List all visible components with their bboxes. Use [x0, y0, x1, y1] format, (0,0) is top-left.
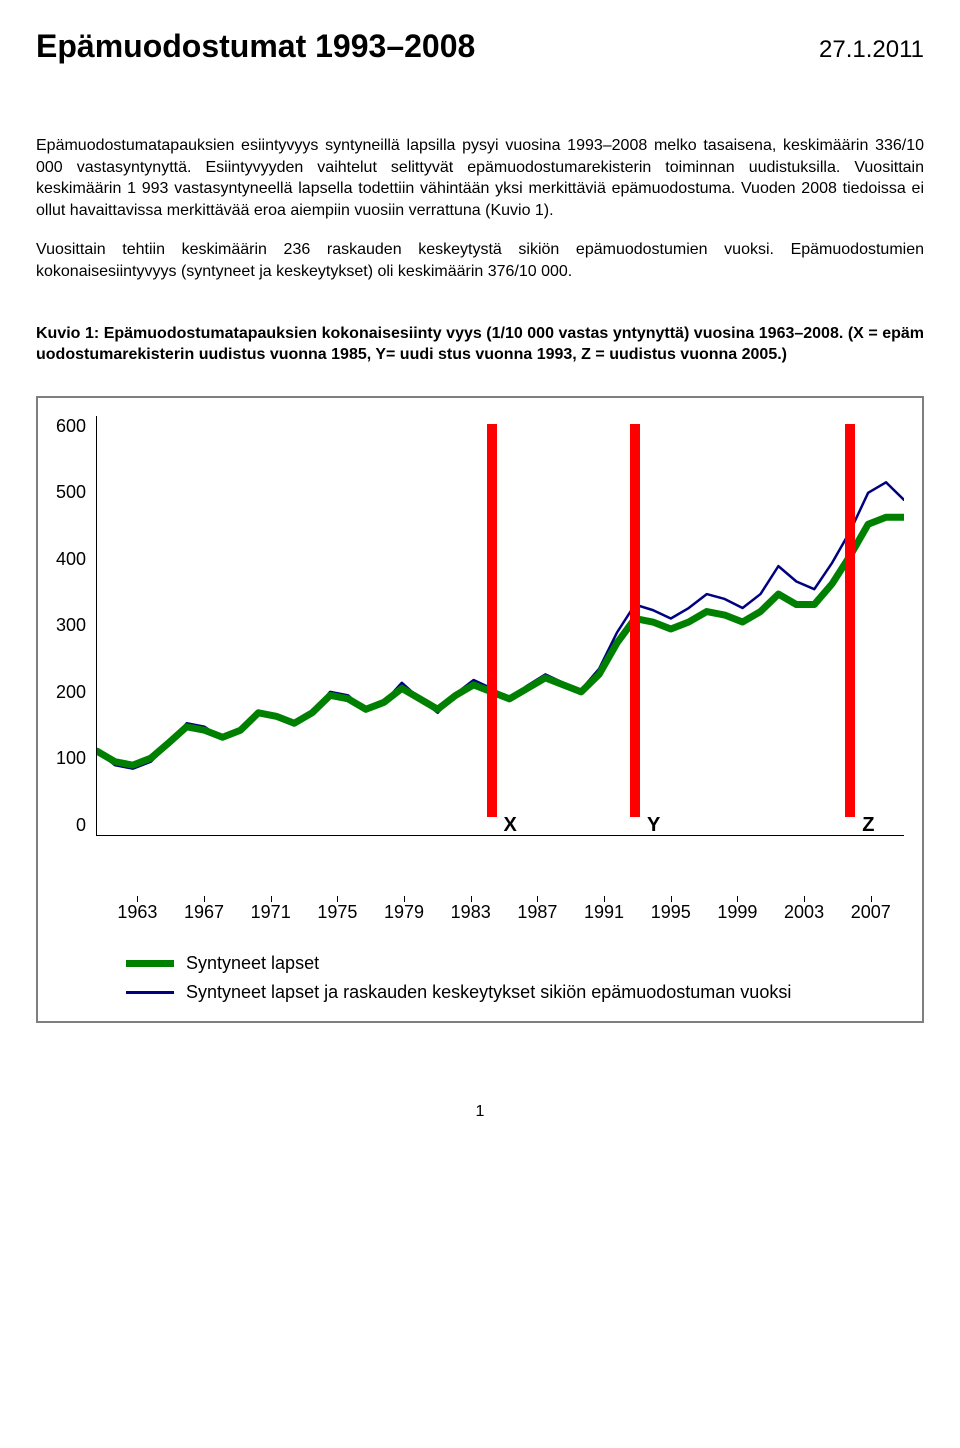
legend-item-blue: Syntyneet lapset ja raskauden keskeytyks…	[126, 982, 904, 1003]
marker-line-z	[845, 424, 855, 817]
y-tick: 200	[56, 682, 86, 703]
page-number: 1	[36, 1103, 924, 1121]
paragraph-1: Epämuodostumatapauksien esiintyvyys synt…	[36, 135, 924, 221]
x-tick: 1963	[104, 902, 171, 923]
marker-label-y: Y	[647, 814, 660, 837]
legend-swatch-blue	[126, 991, 174, 994]
x-tick: 1967	[171, 902, 238, 923]
legend-label-green: Syntyneet lapset	[186, 953, 319, 974]
paragraph-2: Vuosittain tehtiin keskimäärin 236 raska…	[36, 239, 924, 282]
y-axis: 600 500 400 300 200 100 0	[56, 416, 96, 836]
marker-label-x: X	[504, 814, 517, 837]
chart-legend: Syntyneet lapset Syntyneet lapset ja ras…	[126, 953, 904, 1003]
x-axis: 1963196719711975197919831987199119951999…	[104, 896, 904, 923]
x-tick: 2003	[771, 902, 838, 923]
page-title: Epämuodostumat 1993–2008	[36, 28, 475, 65]
x-tick: 1983	[437, 902, 504, 923]
x-tick: 1971	[237, 902, 304, 923]
legend-swatch-green	[126, 960, 174, 967]
chart-area: 600 500 400 300 200 100 0 X Y Z	[56, 416, 904, 896]
document-date: 27.1.2011	[819, 36, 924, 64]
chart-plot: X Y Z	[96, 416, 904, 836]
y-tick: 600	[56, 416, 86, 437]
marker-line-y	[630, 424, 640, 817]
figure-caption: Kuvio 1: Epämuodostumatapauksien kokonai…	[36, 323, 924, 366]
marker-label-z: Z	[862, 814, 874, 837]
x-tick: 1979	[371, 902, 438, 923]
legend-label-blue: Syntyneet lapset ja raskauden keskeytyks…	[186, 982, 791, 1003]
chart-container: 600 500 400 300 200 100 0 X Y Z 1963196719711975…	[36, 396, 924, 1023]
header: Epämuodostumat 1993–2008 27.1.2011	[36, 28, 924, 65]
y-tick: 100	[56, 748, 86, 769]
y-tick: 500	[56, 482, 86, 503]
y-tick: 0	[76, 815, 86, 836]
y-tick: 400	[56, 549, 86, 570]
chart-lines-svg	[97, 416, 904, 835]
x-tick: 1991	[571, 902, 638, 923]
x-tick: 2007	[837, 902, 904, 923]
marker-line-x	[487, 424, 497, 817]
x-tick: 1999	[704, 902, 771, 923]
x-tick: 1975	[304, 902, 371, 923]
y-tick: 300	[56, 615, 86, 636]
legend-item-green: Syntyneet lapset	[126, 953, 904, 974]
x-tick: 1995	[637, 902, 704, 923]
x-tick: 1987	[504, 902, 571, 923]
